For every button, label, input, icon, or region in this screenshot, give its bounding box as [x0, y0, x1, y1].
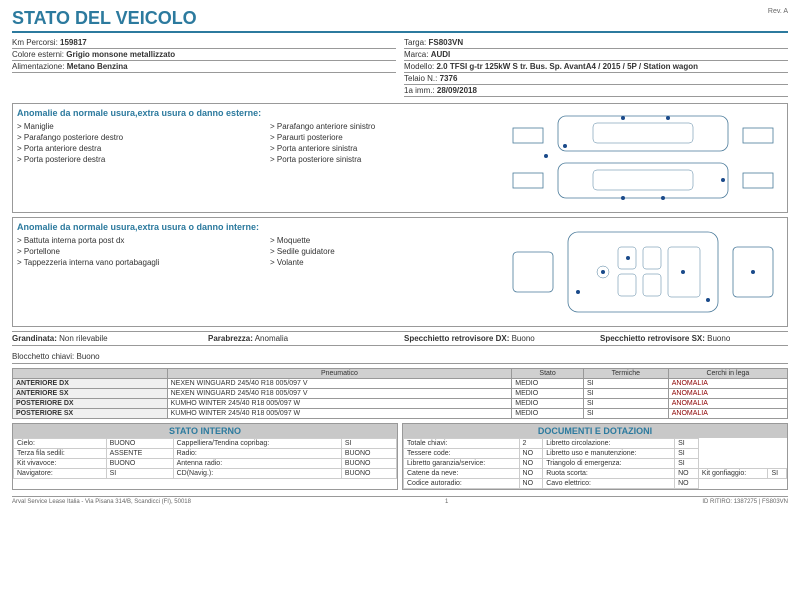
exterior-list-2: > Parafango anteriore sinistro> Paraurti…: [270, 121, 503, 165]
exterior-list-1: > Maniglie> Parafango posteriore destro>…: [17, 121, 250, 165]
key-block-status: Blocchetto chiavi: Buono: [12, 352, 788, 361]
doc-table: Totale chiavi:2Libretto circolazione:SIT…: [403, 438, 787, 489]
stato-interno-table: Cielo:BUONOCappelliera/Tendina copribag:…: [13, 438, 397, 479]
status-row: Grandinata: Non rilevabileParabrezza: An…: [12, 331, 788, 346]
footer: Arval Service Lease Italia - Via Pisana …: [12, 496, 788, 505]
interior-diagram: [503, 222, 783, 322]
stato-interno-title: STATO INTERNO: [13, 424, 397, 438]
interior-list-2: > Moquette> Sedile guidatore> Volante: [270, 235, 503, 268]
vehicle-info-right: Targa: FS803VNMarca: AUDIModello: 2.0 TF…: [404, 37, 788, 97]
exterior-anomalies-title: Anomalie da normale usura,extra usura o …: [17, 108, 503, 118]
tires-table: PneumaticoStatoTermicheCerchi in lega AN…: [12, 368, 788, 419]
interior-anomalies-title: Anomalie da normale usura,extra usura o …: [17, 222, 503, 232]
page-title: STATO DEL VEICOLO Rev. A: [12, 8, 788, 33]
vehicle-info-left: Km Percorsi: 159817Colore esterni: Grigi…: [12, 37, 396, 97]
interior-list-1: > Battuta interna porta post dx> Portell…: [17, 235, 250, 268]
doc-title: DOCUMENTI E DOTAZIONI: [403, 424, 787, 438]
exterior-diagram: [503, 108, 783, 208]
